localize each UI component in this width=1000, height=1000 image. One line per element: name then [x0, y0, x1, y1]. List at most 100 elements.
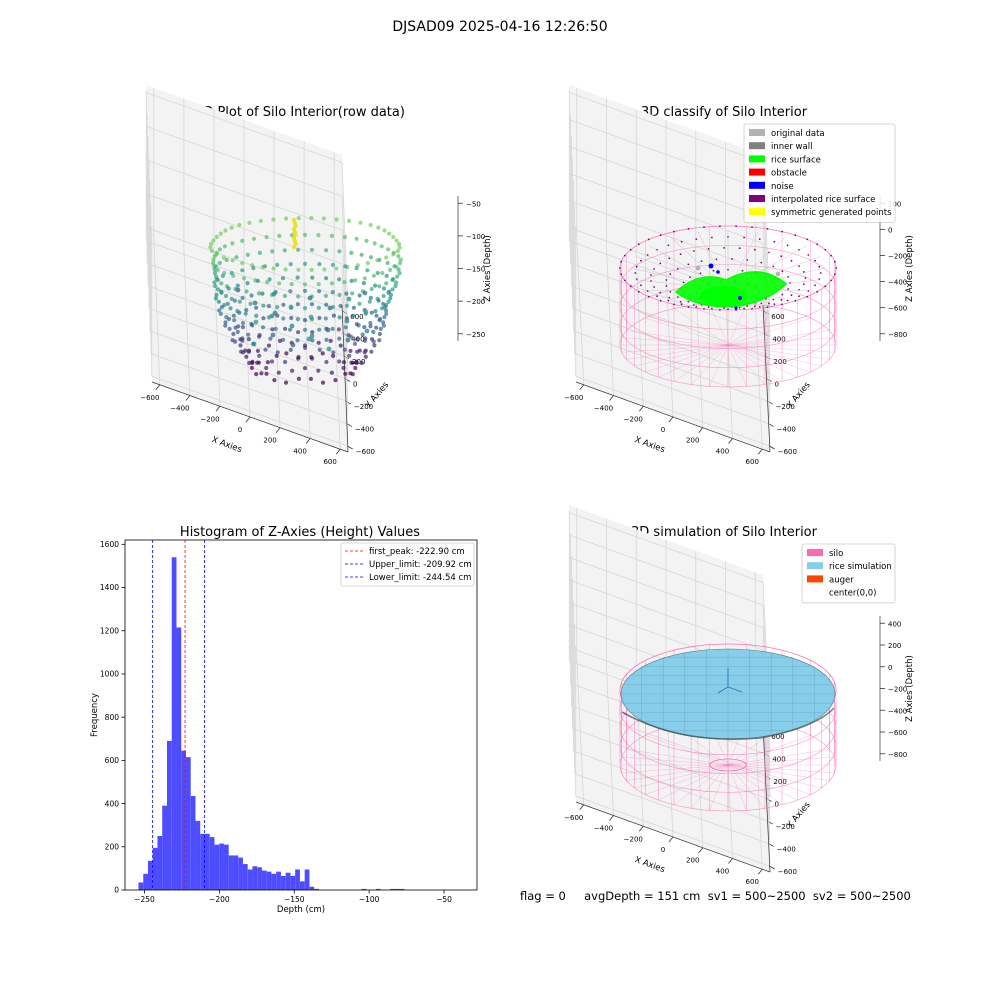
interpolated-point [824, 285, 827, 288]
data-point [376, 298, 381, 303]
interpolated-point [798, 289, 800, 291]
data-point [214, 292, 219, 297]
silo-floor-spoke [645, 344, 729, 373]
x-tick [698, 847, 704, 853]
data-point [229, 296, 234, 301]
data-point [265, 360, 270, 365]
data-point [302, 261, 308, 266]
silo-floor-spoke [658, 344, 729, 378]
data-point [337, 249, 342, 254]
interpolated-point [738, 306, 741, 309]
interpolated-point [751, 226, 753, 229]
legend-label: inner wall [771, 142, 812, 152]
data-point [254, 305, 259, 310]
panel-raw-data: 3D Plot of Silo Interior(row data) −600 −… [140, 85, 493, 466]
interpolated-point [806, 238, 809, 241]
z-axis-label: Z Axies (Depth) [905, 235, 915, 302]
interpolated-point [667, 299, 670, 302]
data-point [234, 255, 239, 260]
rice-front-edge [621, 707, 835, 741]
data-point [330, 326, 335, 331]
data-point [211, 238, 216, 243]
data-point [381, 301, 386, 306]
x-tick [728, 438, 733, 444]
interpolated-point [766, 228, 769, 230]
data-point [324, 302, 329, 307]
data-point [326, 346, 332, 352]
data-point [224, 257, 229, 262]
z-tick-label: −100 [466, 233, 485, 241]
data-point [395, 274, 400, 279]
x-tick-label: 0 [238, 426, 242, 434]
interpolated-point [807, 290, 810, 292]
legend-swatch-symmetric_generated_points [749, 208, 765, 216]
histogram-bar [375, 888, 381, 890]
legend-swatch-auger [807, 575, 823, 583]
data-point [358, 220, 363, 225]
data-point [308, 376, 313, 381]
data-point [243, 348, 248, 353]
silo-floor-spoke [727, 764, 822, 789]
data-point [343, 325, 348, 330]
data-point [256, 360, 261, 365]
data-point [384, 311, 389, 316]
data-point [381, 320, 386, 325]
data-point [295, 317, 300, 322]
panel-classify-content [619, 225, 837, 388]
interpolated-point [814, 284, 816, 287]
interpolated-point [719, 225, 721, 228]
data-point [307, 295, 313, 301]
data-point [265, 280, 270, 285]
y-tick-label: 600 [771, 733, 784, 741]
x-tick [245, 416, 251, 423]
data-point [365, 260, 370, 266]
data-point [351, 313, 356, 318]
interpolated-point [687, 228, 690, 230]
data-point [257, 250, 262, 255]
data-point [259, 371, 264, 376]
interpolated-point [637, 290, 640, 293]
silo-floor-spoke [621, 337, 729, 346]
grid-line [575, 795, 770, 867]
interpolated-point [723, 247, 725, 249]
y-tick-label: −400 [355, 426, 374, 434]
x-axis-label: Depth (cm) [277, 905, 325, 915]
data-point [289, 315, 294, 321]
interpolated-point [830, 254, 833, 257]
histogram-bar [285, 872, 291, 890]
data-point [349, 250, 354, 255]
x-tick [728, 858, 733, 864]
y-axis-line [762, 304, 771, 453]
legend-swatch-inner_wall [749, 142, 765, 150]
data-point [269, 359, 275, 364]
original-data-point [695, 265, 701, 271]
data-point [261, 303, 266, 308]
data-point [383, 305, 388, 310]
data-point [348, 371, 353, 376]
data-point [367, 299, 372, 304]
interpolated-point [687, 306, 690, 308]
histogram-bar [152, 847, 158, 890]
data-point [232, 298, 237, 303]
data-point [296, 330, 301, 335]
x-axis-label: X Axies [633, 855, 666, 875]
interpolated-point [679, 300, 682, 303]
data-point [216, 299, 221, 304]
x-tick [757, 868, 763, 875]
data-point [244, 307, 249, 313]
data-point [381, 286, 386, 291]
x-tick-label: −400 [594, 405, 613, 413]
data-point [337, 336, 342, 341]
silo-floor-spoke [727, 764, 798, 801]
data-point [391, 234, 396, 240]
data-point [295, 275, 300, 280]
interpolated-point [656, 295, 658, 298]
histogram-bar [228, 855, 234, 890]
data-point [226, 286, 231, 291]
panel-histogram-plot: −250 −200 −150 −100 −50 0 200 400 600 800 1000 1200… [90, 539, 478, 915]
interpolated-point [659, 262, 662, 265]
data-point [254, 313, 259, 318]
data-point [218, 311, 223, 316]
data-point [220, 273, 225, 278]
interpolated-point [629, 248, 632, 251]
